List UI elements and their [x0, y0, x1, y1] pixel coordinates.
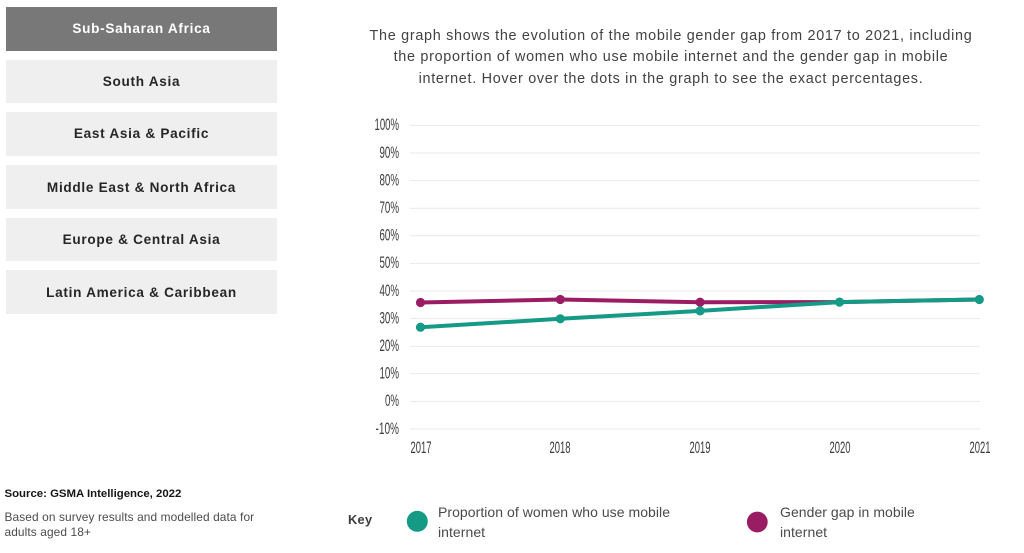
svg-text:2017: 2017 — [411, 438, 432, 457]
svg-text:0%: 0% — [385, 391, 399, 410]
svg-text:60%: 60% — [380, 226, 400, 245]
svg-text:30%: 30% — [380, 308, 400, 327]
svg-text:2018: 2018 — [550, 438, 571, 457]
svg-text:40%: 40% — [380, 281, 400, 300]
svg-text:100%: 100% — [375, 115, 400, 134]
svg-text:50%: 50% — [380, 253, 400, 272]
svg-text:-10%: -10% — [376, 419, 400, 438]
svg-text:70%: 70% — [380, 198, 400, 217]
svg-text:2021: 2021 — [970, 438, 991, 457]
svg-text:80%: 80% — [380, 170, 400, 189]
svg-text:10%: 10% — [380, 364, 400, 383]
svg-text:2019: 2019 — [690, 438, 711, 457]
svg-text:20%: 20% — [380, 336, 400, 355]
svg-text:90%: 90% — [380, 143, 400, 162]
svg-text:2020: 2020 — [830, 438, 851, 457]
